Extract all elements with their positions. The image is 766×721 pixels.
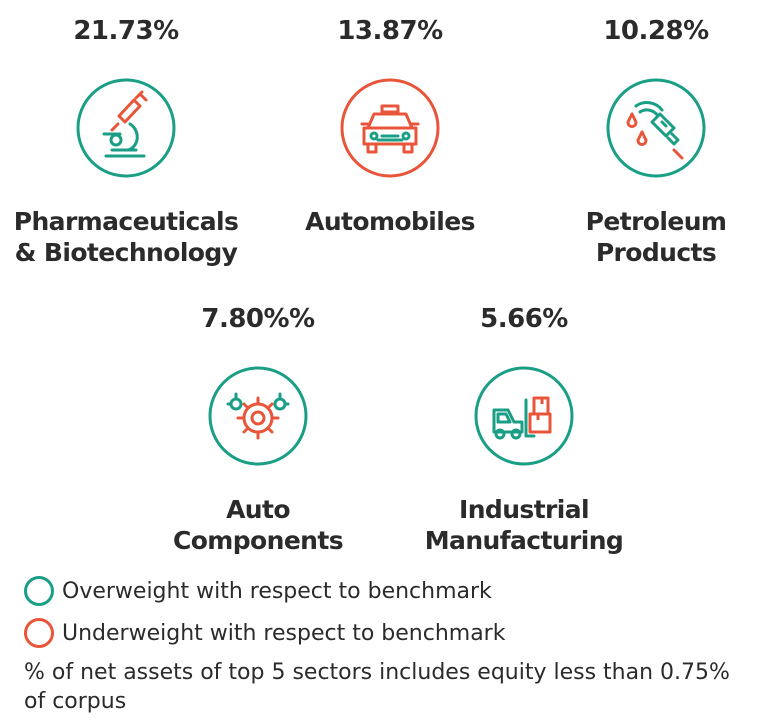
legend-overweight: Overweight with respect to benchmark bbox=[24, 572, 505, 610]
sector-percent: 5.66% bbox=[480, 304, 568, 334]
overweight-circle-icon bbox=[24, 576, 54, 606]
sector-auto-components: 7.80%% Auto Components bbox=[128, 302, 388, 556]
sector-percent: 21.73% bbox=[73, 16, 179, 46]
sector-pharmaceuticals: 21.73% Pharmaceuticals & Biotechnology bbox=[0, 14, 256, 268]
legend-overweight-text: Overweight with respect to benchmark bbox=[62, 578, 492, 604]
gears-icon bbox=[206, 364, 310, 468]
sector-name-line2: Products bbox=[595, 238, 717, 267]
sector-name-line2: Manufacturing bbox=[424, 526, 624, 555]
sector-petroleum: 10.28% Petroleum Products bbox=[526, 14, 766, 268]
legend: Overweight with respect to benchmark Und… bbox=[24, 572, 505, 652]
sector-name-line2: & Biotechnology bbox=[14, 238, 238, 267]
fuel-nozzle-icon bbox=[604, 76, 708, 180]
sector-percent: 13.87% bbox=[337, 16, 443, 46]
sector-name-line1: Industrial bbox=[459, 495, 590, 524]
footnote: % of net assets of top 5 sectors include… bbox=[24, 660, 730, 714]
sector-name-line1: Auto bbox=[226, 495, 290, 524]
sector-name-line2: Components bbox=[172, 526, 344, 555]
sector-name-line1: Automobiles bbox=[305, 207, 475, 236]
legend-underweight-text: Underweight with respect to benchmark bbox=[62, 620, 506, 646]
sector-automobiles: 13.87% Automobiles bbox=[260, 14, 520, 237]
sector-percent: 7.80%% bbox=[201, 304, 315, 334]
microscope-icon bbox=[74, 76, 178, 180]
sector-industrial-manufacturing: 5.66% Industrial Manufacturing bbox=[394, 302, 654, 556]
sector-name-line1: Pharmaceuticals bbox=[13, 207, 239, 236]
underweight-circle-icon bbox=[24, 618, 54, 648]
car-icon bbox=[338, 76, 442, 180]
forklift-icon bbox=[472, 364, 576, 468]
sector-percent: 10.28% bbox=[603, 16, 709, 46]
sector-name-line1: Petroleum bbox=[585, 207, 727, 236]
legend-underweight: Underweight with respect to benchmark bbox=[24, 614, 505, 652]
